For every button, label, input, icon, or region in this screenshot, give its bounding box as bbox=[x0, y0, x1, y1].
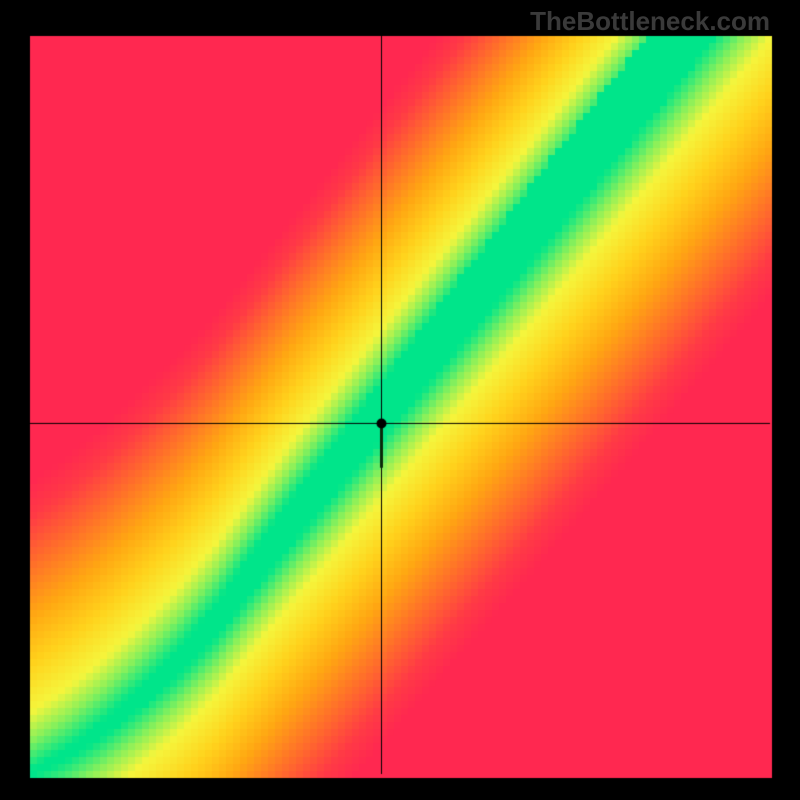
bottleneck-heatmap bbox=[0, 0, 800, 800]
chart-container: TheBottleneck.com bbox=[0, 0, 800, 800]
watermark-text: TheBottleneck.com bbox=[530, 6, 770, 37]
